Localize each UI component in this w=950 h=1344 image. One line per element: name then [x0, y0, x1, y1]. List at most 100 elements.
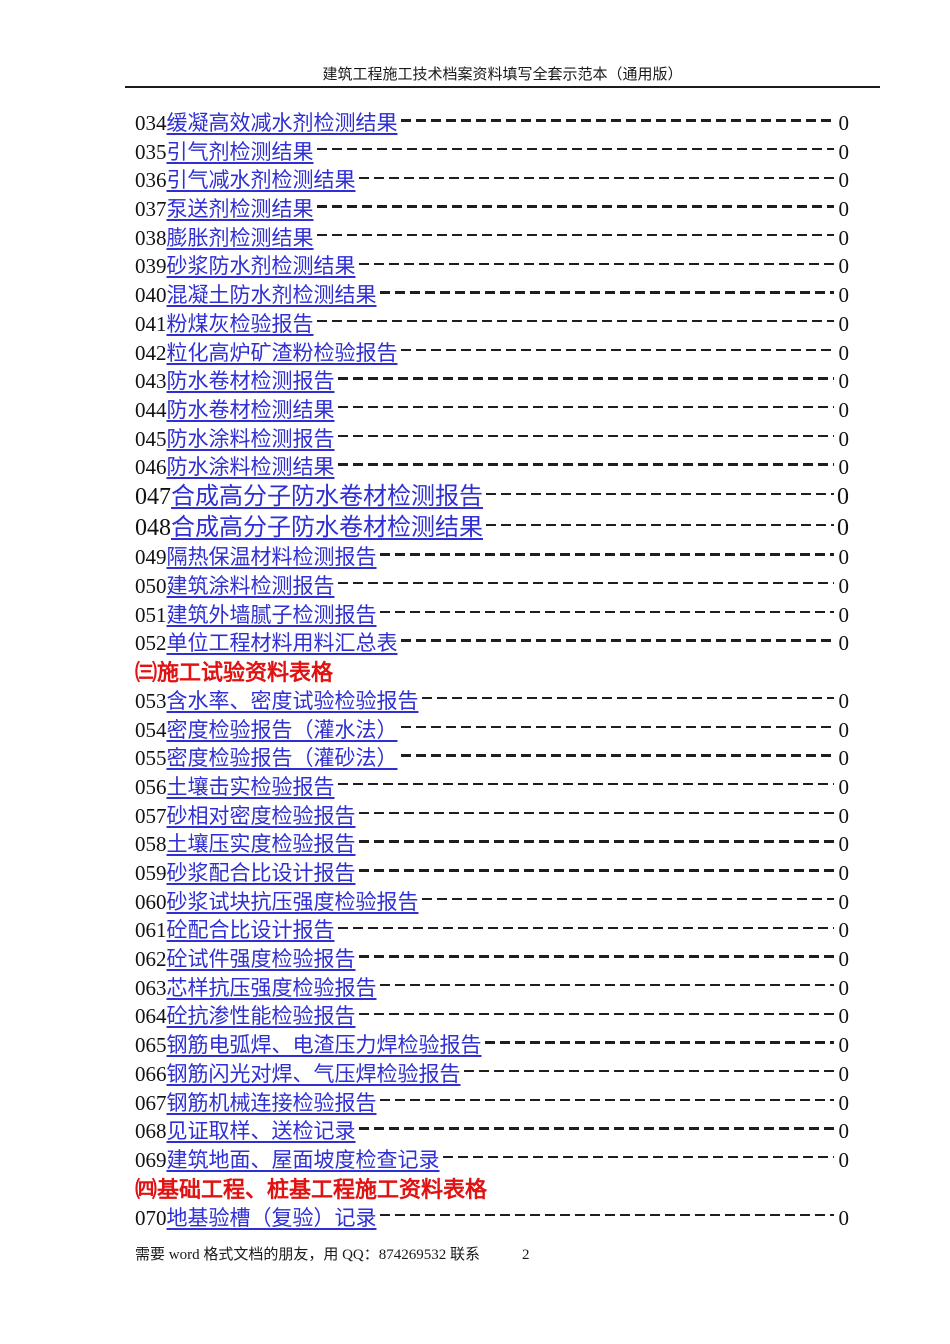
entry-link[interactable]: 砂相对密度检验报告 — [166, 803, 356, 828]
entry-number: 050 — [135, 573, 167, 598]
entry-number: 036 — [135, 168, 167, 193]
entry-number: 041 — [135, 311, 167, 336]
toc-entry: 061 砼配合比设计报告 0 — [135, 916, 849, 945]
entry-link[interactable]: 砂浆配合比设计报告 — [166, 861, 356, 885]
entry-link[interactable]: 隔热保温材料检测报告 — [166, 545, 377, 570]
dash-leader — [358, 811, 834, 815]
dash-leader — [379, 553, 834, 556]
entry-page-number: 0 — [838, 717, 850, 742]
entry-page-number: 0 — [838, 340, 850, 365]
entry-link[interactable]: 防水卷材检测报告 — [166, 369, 335, 394]
entry-page-number: 0 — [838, 369, 850, 394]
toc-entry: 037 泵送剂检测结果 0 — [135, 195, 849, 224]
entry-page-number: 0 — [838, 631, 850, 656]
dash-leader — [358, 1127, 834, 1130]
toc-entry: 054 密度检验报告（灌水法） 0 — [135, 716, 849, 745]
entry-page-number: 0 — [838, 397, 850, 422]
entry-page-number: 0 — [838, 803, 850, 828]
toc-entry: 066 钢筋闪光对焊、气压焊检验报告 0 — [135, 1060, 849, 1089]
page-footer: 需要 word 格式文档的朋友，用 QQ：874269532 联系 2 — [135, 1243, 530, 1264]
entry-link[interactable]: 混凝土防水剂检测结果 — [166, 283, 377, 308]
toc-entry: 039 砂浆防水剂检测结果 0 — [135, 252, 849, 281]
entry-number: 065 — [135, 1033, 167, 1058]
entry-number: 045 — [135, 426, 167, 451]
entry-page-number: 0 — [838, 1205, 850, 1230]
entry-number: 060 — [135, 889, 167, 914]
entry-link[interactable]: 防水涂料检测报告 — [166, 426, 335, 451]
entry-link[interactable]: 密度检验报告（灌砂法） — [166, 746, 398, 771]
entry-link[interactable]: 建筑外墙腻子检测报告 — [166, 602, 377, 627]
entry-number: 038 — [135, 225, 167, 250]
entry-link[interactable]: 砂浆防水剂检测结果 — [166, 254, 356, 279]
entry-page-number: 0 — [838, 947, 850, 972]
toc-entry: 055 密度检验报告（灌砂法） 0 — [135, 744, 849, 773]
toc-entry: 040 混凝土防水剂检测结果 0 — [135, 281, 849, 310]
entry-link[interactable]: 土壤压实度检验报告 — [166, 832, 356, 857]
entry-number: 063 — [135, 975, 167, 1000]
entry-number: 064 — [135, 1004, 167, 1029]
entry-link[interactable]: 合成高分子防水卷材检测结果 — [171, 514, 483, 541]
entry-link[interactable]: 单位工程材料用料汇总表 — [166, 631, 398, 656]
header-title: 建筑工程施工技术档案资料填写全套示范本（通用版） — [322, 67, 683, 83]
entry-page-number: 0 — [838, 455, 850, 480]
toc-entry: 065 钢筋电弧焊、电渣压力焊检验报告 0 — [135, 1031, 849, 1060]
entry-link[interactable]: 含水率、密度试验检验报告 — [166, 688, 419, 713]
footer-note: 需要 word 格式文档的朋友，用 QQ：874269532 联系 — [135, 1247, 480, 1263]
entry-number: 035 — [135, 139, 167, 164]
entry-link[interactable]: 缓凝高效减水剂检测结果 — [166, 111, 398, 135]
entry-number: 047 — [135, 483, 171, 510]
toc-entry: 045 防水涂料检测报告 0 — [135, 425, 849, 454]
entry-link[interactable]: 引气剂检测结果 — [166, 139, 314, 164]
toc-entry: 069 建筑地面、屋面坡度检查记录 0 — [135, 1146, 849, 1175]
entry-number: 069 — [135, 1147, 167, 1172]
entry-link[interactable]: 防水卷材检测结果 — [166, 397, 335, 422]
toc-entry: 034 缓凝高效减水剂检测结果 0 — [135, 109, 849, 138]
section-heading: ㈣基础工程、桩基工程施工资料表格 — [135, 1176, 488, 1202]
toc-entry: 059 砂浆配合比设计报告 0 — [135, 859, 849, 888]
dash-leader — [421, 697, 834, 700]
toc-entry: 052 单位工程材料用料汇总表 0 — [135, 629, 849, 658]
entry-link[interactable]: 砂浆试块抗压强度检验报告 — [166, 889, 419, 914]
entry-page-number: 0 — [838, 975, 850, 1000]
entry-link[interactable]: 砼试件强度检验报告 — [166, 947, 356, 972]
entry-link[interactable]: 泵送剂检测结果 — [166, 197, 314, 222]
toc-entry: 062 砼试件强度检验报告 0 — [135, 945, 849, 974]
entry-link[interactable]: 密度检验报告（灌水法） — [166, 717, 398, 742]
entry-link[interactable]: 砼配合比设计报告 — [166, 918, 335, 943]
dash-leader — [358, 262, 834, 265]
entry-link[interactable]: 粉煤灰检验报告 — [166, 311, 314, 336]
entry-link[interactable]: 膨胀剂检测结果 — [166, 225, 314, 250]
entry-number: 052 — [135, 631, 167, 656]
entry-number: 056 — [135, 774, 167, 799]
entry-link[interactable]: 合成高分子防水卷材检测报告 — [171, 483, 483, 510]
entry-link[interactable]: 引气减水剂检测结果 — [166, 168, 356, 193]
entry-link[interactable]: 砼抗渗性能检验报告 — [166, 1004, 356, 1029]
entry-page-number: 0 — [838, 139, 850, 164]
dash-leader — [484, 1041, 834, 1044]
dash-leader — [316, 233, 834, 237]
entry-number: 058 — [135, 832, 167, 857]
toc-entry: 050 建筑涂料检测报告 0 — [135, 572, 849, 601]
entry-page-number: 0 — [838, 602, 850, 627]
entry-link[interactable]: 建筑涂料检测报告 — [166, 573, 335, 598]
entry-link[interactable]: 芯样抗压强度检验报告 — [166, 975, 377, 1000]
entry-link[interactable]: 防水涂料检测结果 — [166, 455, 335, 480]
toc-entry: 036 引气减水剂检测结果 0 — [135, 166, 849, 195]
entry-link[interactable]: 地基验槽（复验）记录 — [166, 1205, 377, 1230]
entry-link[interactable]: 建筑地面、屋面坡度检查记录 — [166, 1147, 440, 1172]
toc-entry: 038 膨胀剂检测结果 0 — [135, 224, 849, 253]
entry-link[interactable]: 粒化高炉矿渣粉检验报告 — [166, 340, 398, 365]
entry-number: 049 — [135, 545, 167, 570]
toc-entry: 051 建筑外墙腻子检测报告 0 — [135, 601, 849, 630]
entry-link[interactable]: 钢筋电弧焊、电渣压力焊检验报告 — [166, 1033, 482, 1058]
entry-link[interactable]: 钢筋机械连接检验报告 — [166, 1090, 377, 1115]
entry-page-number: 0 — [838, 225, 850, 250]
entry-number: 039 — [135, 254, 167, 279]
entry-link[interactable]: 见证取样、送检记录 — [166, 1119, 356, 1144]
entry-link[interactable]: 土壤击实检验报告 — [166, 774, 335, 799]
toc-entry: 046 防水涂料检测结果 0 — [135, 453, 849, 482]
entry-page-number: 0 — [838, 918, 850, 943]
toc-entry: 041 粉煤灰检验报告 0 — [135, 310, 849, 339]
entry-link[interactable]: 钢筋闪光对焊、气压焊检验报告 — [166, 1061, 461, 1086]
